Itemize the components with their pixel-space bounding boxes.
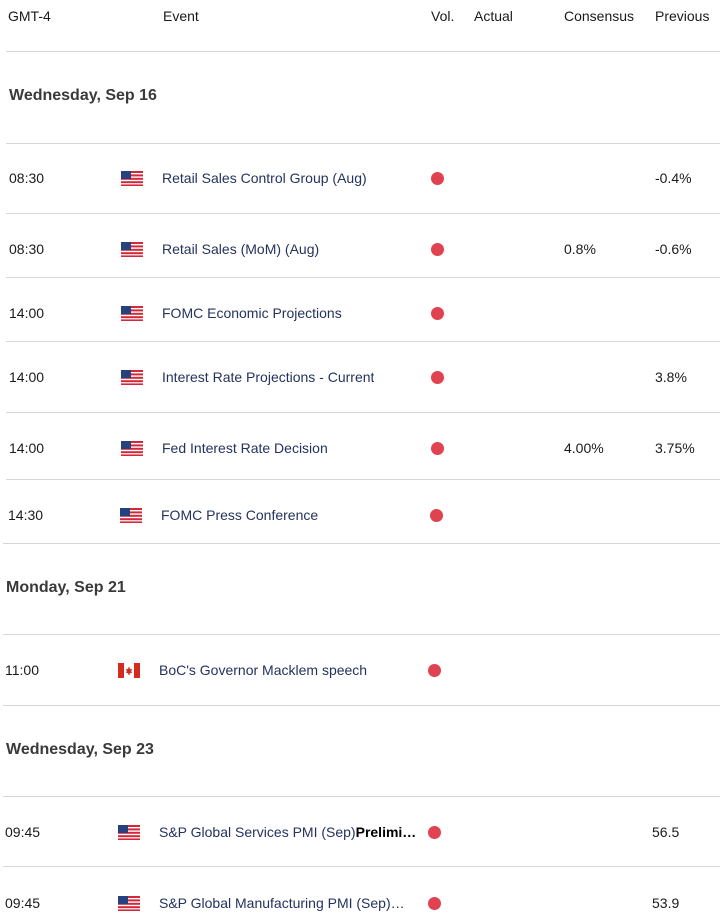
event-time: 09:45 [5,824,41,840]
timezone-header: GMT-4 [8,8,51,24]
consensus-value: 0.8% [564,241,596,257]
previous-value: 3.75% [655,440,695,456]
row-divider [6,143,720,144]
event-tag: Prelimi… [355,824,417,840]
event-name[interactable]: Retail Sales Control Group (Aug) [162,170,367,186]
row-divider [6,277,720,278]
us-flag-icon [121,441,143,456]
volatility-indicator [428,826,441,839]
previous-value: 3.8% [655,369,687,385]
event-name[interactable]: Fed Interest Rate Decision [162,440,328,456]
row-divider [3,866,720,867]
consensus-column-header[interactable]: Consensus [564,8,635,24]
event-time: 11:00 [5,662,39,678]
us-flag-icon [121,370,143,385]
event-name[interactable]: Retail Sales (MoM) (Aug) [162,241,320,257]
event-title: S&P Global Services PMI (Sep) [159,824,356,840]
event-time: 09:45 [5,895,41,911]
event-name[interactable]: FOMC Press Conference [161,507,319,523]
event-name[interactable]: S&P Global Services PMI (Sep)Prelimi… [159,824,427,840]
row-divider [3,634,720,635]
event-time: 08:30 [9,170,45,186]
event-name[interactable]: BoC's Governor Macklem speech [159,662,368,678]
volatility-indicator [431,442,444,455]
volatility-indicator [428,664,441,677]
canada-flag-icon [118,663,140,678]
event-column-header[interactable]: Event [163,8,199,24]
event-time: 14:00 [9,369,45,385]
volatility-indicator [431,307,444,320]
event-time: 14:00 [9,440,45,456]
row-divider [3,543,720,544]
row-divider [6,341,720,342]
row-divider [6,479,720,480]
us-flag-icon [118,825,140,840]
volatility-indicator [431,172,444,185]
event-time: 14:30 [8,507,44,523]
header-divider [6,51,720,52]
previous-value: -0.4% [655,170,692,186]
event-time: 08:30 [9,241,45,257]
us-flag-icon [121,306,143,321]
row-divider [3,796,720,797]
event-name[interactable]: FOMC Economic Projections [162,305,342,321]
previous-value: 56.5 [652,824,680,840]
volatility-indicator [431,371,444,384]
row-divider [6,412,720,413]
previous-column-header[interactable]: Previous [655,8,710,24]
event-time: 14:00 [9,305,45,321]
event-name[interactable]: S&P Global Manufacturing PMI (Sep)… [159,895,405,911]
consensus-value: 4.00% [564,440,604,456]
us-flag-icon [118,896,140,911]
actual-column-header[interactable]: Actual [474,8,513,24]
us-flag-icon [120,508,142,523]
volatility-indicator [431,243,444,256]
previous-value: 53.9 [652,895,680,911]
us-flag-icon [121,242,143,257]
volatility-indicator [430,509,443,522]
date-heading: Wednesday, Sep 16 [9,87,157,104]
volatility-column-header[interactable]: Vol. [431,8,455,24]
us-flag-icon [121,171,143,186]
volatility-indicator [428,897,441,910]
date-heading: Wednesday, Sep 23 [6,741,154,758]
row-divider [6,213,720,214]
date-heading: Monday, Sep 21 [6,579,126,596]
event-name[interactable]: Interest Rate Projections - Current [162,369,375,385]
row-divider [3,705,720,706]
previous-value: -0.6% [655,241,692,257]
